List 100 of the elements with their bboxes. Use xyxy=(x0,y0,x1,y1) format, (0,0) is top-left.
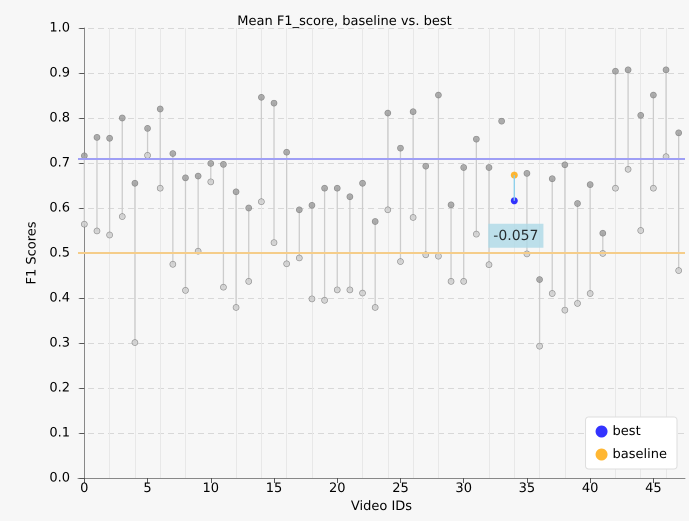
point xyxy=(384,110,392,116)
point xyxy=(144,125,151,132)
point xyxy=(359,180,366,187)
point xyxy=(308,202,316,209)
point xyxy=(460,164,467,171)
point xyxy=(410,108,416,115)
point xyxy=(207,160,214,167)
y-tick-label: 0.3 xyxy=(49,336,70,350)
point xyxy=(283,148,290,156)
y-tick-label: 0.5 xyxy=(49,246,70,260)
x-tick-label: 45 xyxy=(645,481,662,496)
y-tick-label: 0.6 xyxy=(49,200,70,216)
point xyxy=(562,162,568,168)
x-tick-label: 20 xyxy=(328,481,346,496)
point xyxy=(321,184,328,192)
point xyxy=(562,306,568,314)
legend-label: best xyxy=(612,424,641,439)
point xyxy=(296,254,303,262)
point xyxy=(359,290,366,296)
point xyxy=(232,304,240,311)
point xyxy=(334,184,341,192)
chart-title: Mean F1_score, baseline vs. best xyxy=(237,14,452,29)
point xyxy=(106,134,113,142)
x-tick-label: 15 xyxy=(266,481,282,496)
point xyxy=(144,152,151,159)
point xyxy=(548,290,556,297)
point xyxy=(182,174,189,182)
legend-label: baseline xyxy=(612,447,668,462)
x-tick-label: 10 xyxy=(202,481,220,496)
y-tick-label: 0.9 xyxy=(49,66,70,80)
point xyxy=(650,184,657,192)
x-tick-label: 30 xyxy=(455,481,472,496)
point xyxy=(220,161,227,168)
x-axis-title: Video IDs xyxy=(350,499,412,514)
point xyxy=(586,290,594,297)
point xyxy=(422,162,430,170)
point xyxy=(258,94,265,101)
point xyxy=(94,134,100,141)
point xyxy=(675,267,682,274)
point xyxy=(372,218,378,225)
point xyxy=(536,342,543,350)
x-tick-label: 40 xyxy=(582,481,598,496)
point xyxy=(245,204,252,212)
y-tick-label: 0.1 xyxy=(49,426,70,440)
point xyxy=(574,300,581,307)
x-tick-label: 35 xyxy=(518,481,536,496)
point xyxy=(245,278,252,285)
point xyxy=(118,114,126,122)
point xyxy=(194,172,202,180)
x-tick-label: 5 xyxy=(143,481,152,496)
point xyxy=(600,230,606,236)
y-axis-title: F1 Scores xyxy=(24,221,40,285)
point xyxy=(81,220,88,228)
point xyxy=(321,296,328,304)
point xyxy=(132,180,138,187)
point xyxy=(346,193,354,200)
point xyxy=(410,214,416,221)
point xyxy=(283,260,290,268)
point xyxy=(548,175,556,182)
point xyxy=(296,206,303,214)
point xyxy=(270,239,278,246)
y-tick-label: 0.8 xyxy=(49,110,70,126)
y-tick-label: 0.7 xyxy=(49,156,70,170)
point xyxy=(220,284,227,290)
point xyxy=(372,304,378,311)
point xyxy=(258,198,265,205)
point xyxy=(118,213,126,220)
annotation: -0.057 xyxy=(493,228,538,244)
point xyxy=(650,92,657,98)
point xyxy=(586,181,594,188)
point xyxy=(473,230,480,238)
y-tick-label: 1.0 xyxy=(49,20,70,36)
point xyxy=(156,184,164,192)
y-tick-label: 0.2 xyxy=(49,380,70,396)
point xyxy=(624,66,632,74)
point xyxy=(308,296,316,302)
point xyxy=(384,206,392,214)
point xyxy=(612,184,619,192)
point xyxy=(637,227,644,234)
point xyxy=(448,202,454,208)
point xyxy=(637,112,644,119)
x-tick-label: 0 xyxy=(80,481,88,496)
point xyxy=(473,136,480,142)
point xyxy=(460,278,467,285)
point xyxy=(397,258,404,265)
point xyxy=(486,261,492,268)
y-tick-label: 0.0 xyxy=(49,470,70,486)
point xyxy=(675,130,682,136)
x-tick-label: 25 xyxy=(392,481,409,496)
point xyxy=(574,200,581,207)
point xyxy=(182,287,189,294)
point xyxy=(498,118,505,124)
point xyxy=(207,178,214,186)
point xyxy=(270,100,278,106)
point xyxy=(156,106,164,112)
point xyxy=(536,276,543,283)
point xyxy=(397,144,404,152)
point xyxy=(435,92,442,98)
point xyxy=(232,188,240,196)
point xyxy=(106,232,113,238)
